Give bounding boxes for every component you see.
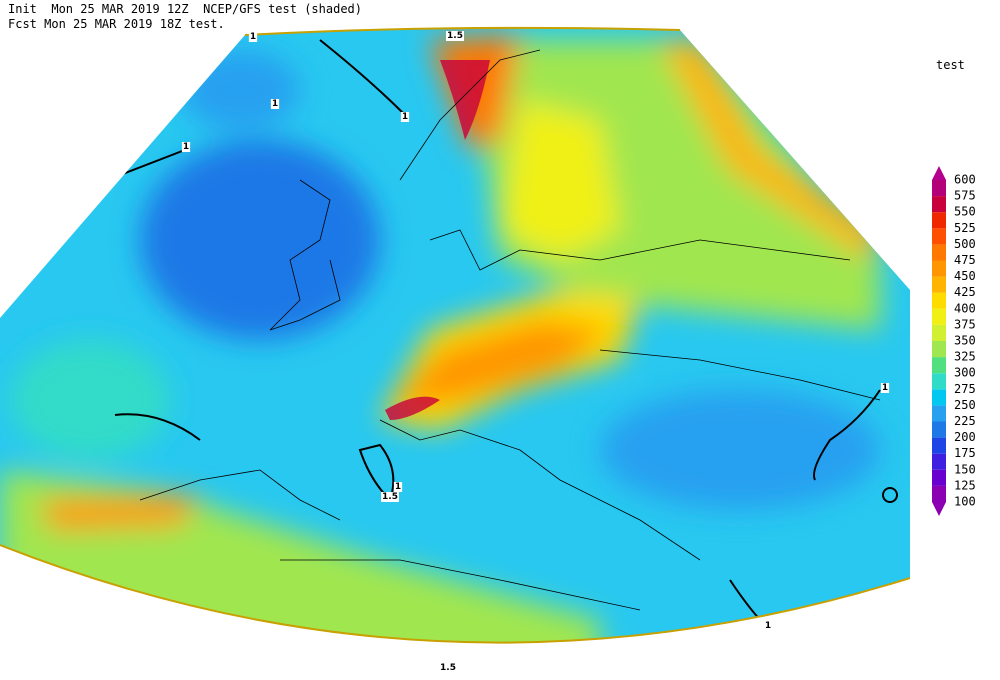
contour-label-bg: [270, 99, 280, 109]
colorbar-over: [932, 166, 946, 180]
colorbar-label: 225: [954, 414, 976, 428]
contour-label-bg: [181, 142, 191, 152]
colorbar-label: 175: [954, 446, 976, 460]
colorbar-label: 350: [954, 334, 976, 348]
colorbar-label: 525: [954, 221, 976, 235]
contour-label-bg: [446, 31, 464, 41]
colorbar-label: 100: [954, 495, 976, 509]
contour-label: 1.5: [440, 663, 456, 673]
contour-label: 1: [882, 383, 888, 393]
colorbar-bin: [932, 276, 946, 293]
colorbar-label: 275: [954, 382, 976, 396]
colorbar-label: 200: [954, 430, 976, 444]
contour-label: 1.5: [447, 31, 463, 41]
contour-label-bg: [248, 32, 258, 42]
map-border: [0, 26, 911, 644]
colorbar-label: 575: [954, 189, 976, 203]
colorbar-bin: [932, 421, 946, 438]
contour-label: 1: [395, 482, 401, 492]
colorbar-bin: [932, 212, 946, 229]
colorbar-label: 600: [954, 173, 976, 187]
contour-label-bg: [439, 663, 457, 673]
contour-label: 1: [272, 99, 278, 109]
colorbar-bin: [932, 292, 946, 309]
colorbar-bin: [932, 180, 946, 197]
contour-label-bg: [393, 482, 403, 492]
contour-label: 1: [250, 32, 256, 42]
contour-label: 1: [765, 621, 771, 631]
colorbar-label: 250: [954, 398, 976, 412]
colorbar-bin: [932, 485, 946, 502]
colorbar-label: 550: [954, 205, 976, 219]
colorbar-label: 500: [954, 237, 976, 251]
colorbar-bin: [932, 324, 946, 341]
colorbar-bin: [932, 341, 946, 358]
colorbar-label: 325: [954, 350, 976, 364]
colorbar-label: 450: [954, 269, 976, 283]
contour-label-bg: [880, 383, 890, 393]
colorbar-bin: [932, 244, 946, 261]
colorbar-label: 300: [954, 366, 976, 380]
contour-label: 1: [402, 112, 408, 122]
colorbar-under: [932, 502, 946, 516]
colorbar-bin: [932, 357, 946, 374]
colorbar-label: 125: [954, 478, 976, 492]
colorbar-label: 475: [954, 253, 976, 267]
contour-label-bg: [763, 621, 773, 631]
header-line: Fcst Mon 25 MAR 2019 18Z test.: [8, 17, 225, 31]
contour-label: 1.5: [382, 492, 398, 502]
colorbar-bin: [932, 389, 946, 406]
contour-label-bg: [381, 492, 399, 502]
colorbar-bin: [932, 469, 946, 486]
colorbar-bin: [932, 308, 946, 325]
colorbar-label: 400: [954, 301, 976, 315]
colorbar-bin: [932, 405, 946, 422]
colorbar-bin: [932, 437, 946, 454]
colorbar-label: 375: [954, 317, 976, 331]
colorbar-bin: [932, 228, 946, 245]
header-line: Init Mon 25 MAR 2019 12Z NCEP/GFS test (…: [8, 2, 362, 16]
colorbar-bin: [932, 453, 946, 470]
colorbar-label: 425: [954, 285, 976, 299]
contour-label-bg: [400, 112, 410, 122]
colorbar-bin: [932, 373, 946, 390]
colorbar-title: test: [936, 58, 965, 72]
colorbar-bin: [932, 196, 946, 213]
colorbar-bin: [932, 260, 946, 277]
contour-label: 1: [183, 142, 189, 152]
colorbar-label: 150: [954, 462, 976, 476]
